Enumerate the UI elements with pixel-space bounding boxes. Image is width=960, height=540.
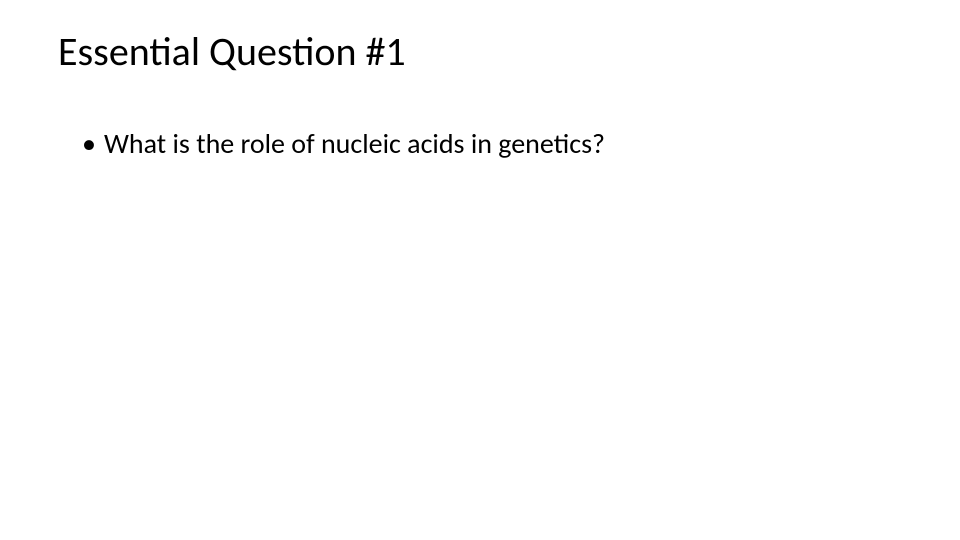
slide-title: Essential Question #1 — [58, 28, 902, 76]
bullet-list: What is the role of nucleic acids in gen… — [58, 126, 902, 162]
slide-container: Essential Question #1 What is the role o… — [0, 0, 960, 540]
bullet-item: What is the role of nucleic acids in gen… — [82, 126, 902, 162]
